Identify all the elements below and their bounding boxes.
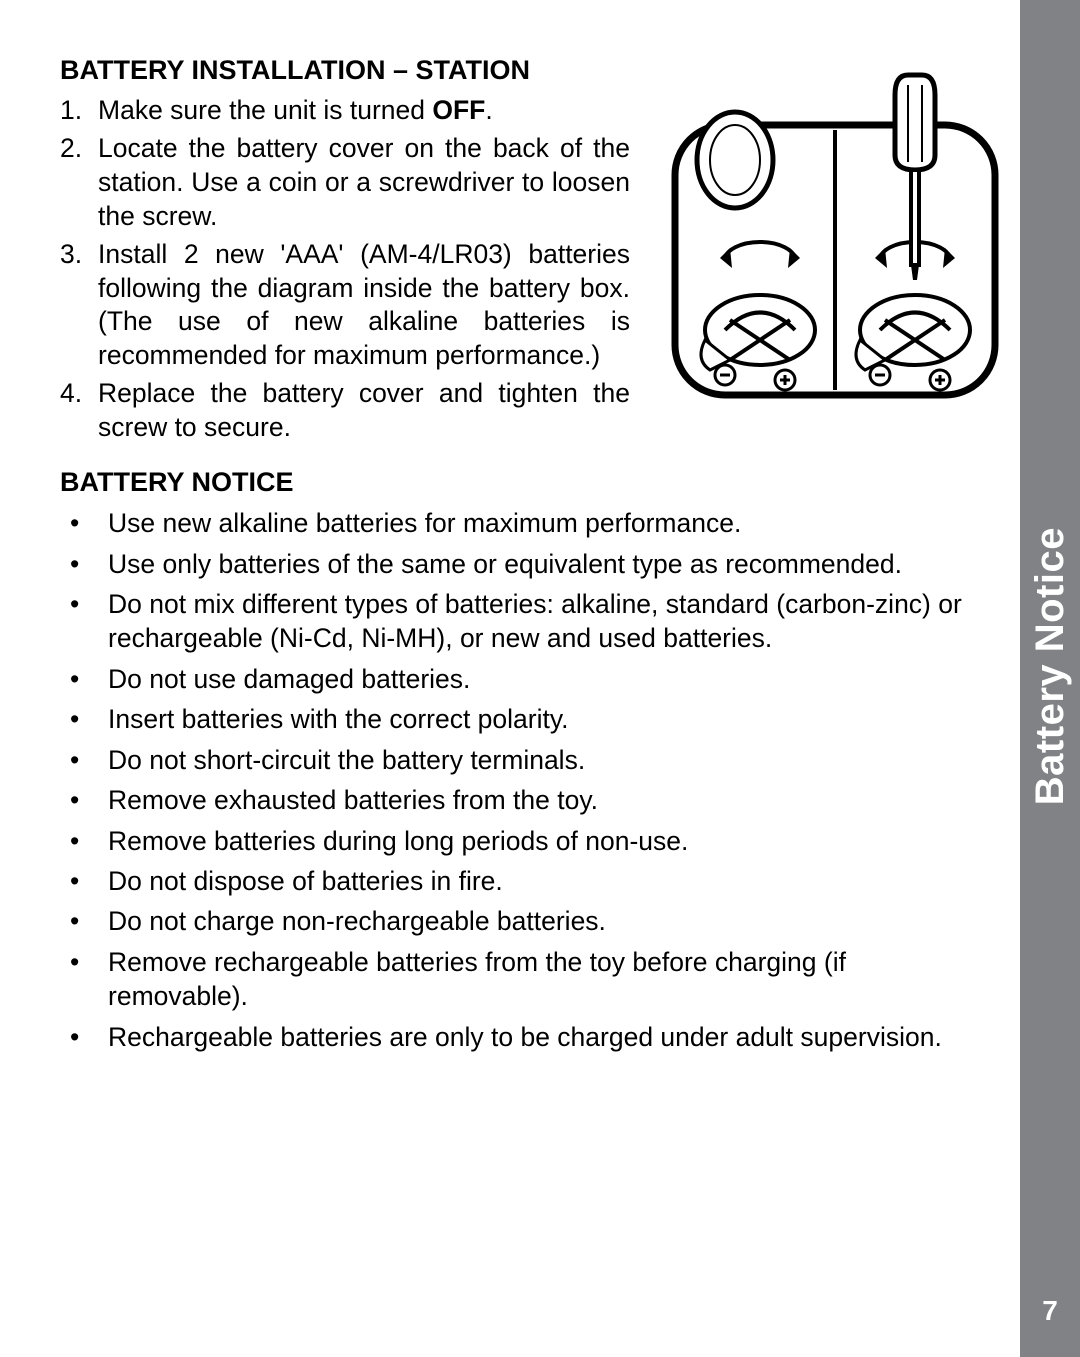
list-item: Do not mix different types of batteries:… bbox=[60, 587, 990, 656]
list-item: Use only batteries of the same or equiva… bbox=[60, 547, 990, 581]
list-item: Do not short-circuit the battery termina… bbox=[60, 743, 990, 777]
step-text: Replace the battery cover and tighten th… bbox=[98, 378, 630, 442]
list-item: Use new alkaline batteries for maximum p… bbox=[60, 506, 990, 540]
notice-heading: BATTERY NOTICE bbox=[60, 467, 990, 498]
list-item: Rechargeable batteries are only to be ch… bbox=[60, 1020, 990, 1054]
step-number: 4. bbox=[60, 377, 82, 411]
step-number: 1. bbox=[60, 94, 82, 128]
list-item: Do not charge non-rechargeable batteries… bbox=[60, 904, 990, 938]
side-tab-label: Battery Notice bbox=[1028, 527, 1073, 805]
step-number: 2. bbox=[60, 132, 82, 166]
list-item: 1. Make sure the unit is turned OFF. bbox=[60, 94, 630, 128]
list-item: Remove batteries during long periods of … bbox=[60, 824, 990, 858]
step-text-bold: OFF bbox=[432, 95, 485, 125]
notice-list: Use new alkaline batteries for maximum p… bbox=[60, 506, 990, 1054]
list-item: Do not use damaged batteries. bbox=[60, 662, 990, 696]
side-tab: Battery Notice 7 bbox=[1020, 0, 1080, 1357]
list-item: 2. Locate the battery cover on the back … bbox=[60, 132, 630, 234]
battery-cover-diagram bbox=[670, 70, 1000, 400]
list-item: Insert batteries with the correct polari… bbox=[60, 702, 990, 736]
page-number: 7 bbox=[1042, 1295, 1058, 1327]
step-text: Install 2 new 'AAA' (AM-4/LR03) batterie… bbox=[98, 239, 630, 371]
list-item: 4. Replace the battery cover and tighten… bbox=[60, 377, 630, 445]
step-text-post: . bbox=[485, 95, 492, 125]
list-item: Remove exhausted batteries from the toy. bbox=[60, 783, 990, 817]
page-container: BATTERY INSTALLATION – STATION 1. Make s… bbox=[0, 0, 1080, 1357]
list-item: 3. Install 2 new 'AAA' (AM-4/LR03) batte… bbox=[60, 238, 630, 374]
coin-screwdriver-icon bbox=[670, 70, 1000, 400]
list-item: Remove rechargeable batteries from the t… bbox=[60, 945, 990, 1014]
step-text: Locate the battery cover on the back of … bbox=[98, 133, 630, 231]
list-item: Do not dispose of batteries in fire. bbox=[60, 864, 990, 898]
step-text-pre: Make sure the unit is turned bbox=[98, 95, 432, 125]
step-number: 3. bbox=[60, 238, 82, 272]
